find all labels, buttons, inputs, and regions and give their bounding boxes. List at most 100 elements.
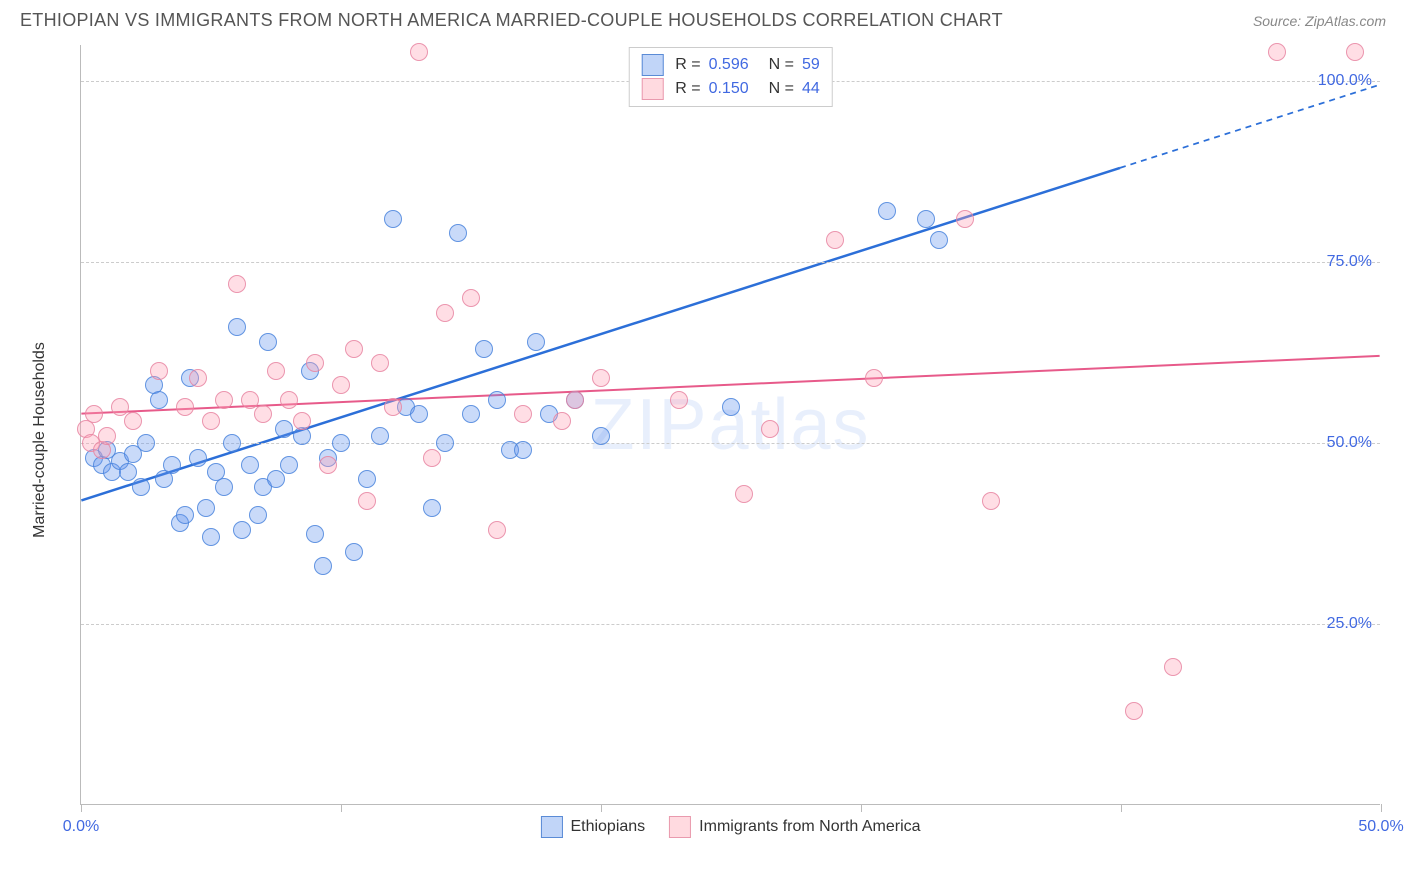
data-point	[371, 354, 389, 372]
n-label: N =	[769, 56, 794, 74]
data-point	[982, 492, 1000, 510]
data-point	[228, 275, 246, 293]
r-label: R =	[675, 80, 700, 98]
data-point	[275, 420, 293, 438]
data-point	[163, 456, 181, 474]
data-point	[189, 369, 207, 387]
data-point	[956, 210, 974, 228]
data-point	[249, 506, 267, 524]
legend-correlation: R = 0.596 N = 59 R = 0.150 N = 44	[628, 47, 833, 107]
data-point	[332, 376, 350, 394]
y-axis-label: Married-couple Households	[31, 342, 49, 538]
data-point	[670, 391, 688, 409]
data-point	[1346, 43, 1364, 61]
ytick-label: 100.0%	[1318, 72, 1372, 90]
xtick	[861, 804, 862, 812]
data-point	[150, 362, 168, 380]
data-point	[566, 391, 584, 409]
data-point	[176, 398, 194, 416]
n-value-pink: 44	[802, 80, 820, 98]
data-point	[1125, 702, 1143, 720]
legend-row-ethiopians: R = 0.596 N = 59	[641, 54, 820, 76]
data-point	[314, 557, 332, 575]
data-point	[514, 441, 532, 459]
data-point	[436, 434, 454, 452]
data-point	[267, 470, 285, 488]
data-point	[85, 405, 103, 423]
data-point	[449, 224, 467, 242]
xtick	[601, 804, 602, 812]
chart-container: Married-couple Households ZIPatlas R = 0…	[50, 45, 1390, 835]
gridline	[81, 262, 1380, 263]
legend-label-immigrants: Immigrants from North America	[699, 818, 920, 836]
watermark: ZIPatlas	[590, 384, 870, 466]
data-point	[384, 398, 402, 416]
data-point	[241, 456, 259, 474]
swatch-blue-icon	[540, 816, 562, 838]
data-point	[280, 391, 298, 409]
legend-row-immigrants: R = 0.150 N = 44	[641, 78, 820, 100]
r-label: R =	[675, 56, 700, 74]
data-point	[150, 391, 168, 409]
r-value-pink: 0.150	[709, 80, 749, 98]
xtick	[1381, 804, 1382, 812]
data-point	[202, 528, 220, 546]
data-point	[241, 391, 259, 409]
data-point	[306, 354, 324, 372]
swatch-pink-icon	[641, 78, 663, 100]
data-point	[475, 340, 493, 358]
data-point	[358, 470, 376, 488]
data-point	[259, 333, 277, 351]
ytick-label: 50.0%	[1327, 434, 1372, 452]
swatch-blue-icon	[641, 54, 663, 76]
plot-area: ZIPatlas R = 0.596 N = 59 R = 0.150 N = …	[80, 45, 1380, 805]
data-point	[202, 412, 220, 430]
xtick-label: 50.0%	[1358, 818, 1403, 836]
data-point	[878, 202, 896, 220]
data-point	[215, 478, 233, 496]
xtick-label: 0.0%	[63, 818, 99, 836]
legend-item-immigrants: Immigrants from North America	[669, 816, 920, 838]
data-point	[488, 521, 506, 539]
data-point	[761, 420, 779, 438]
data-point	[189, 449, 207, 467]
data-point	[410, 405, 428, 423]
swatch-pink-icon	[669, 816, 691, 838]
data-point	[423, 499, 441, 517]
n-label: N =	[769, 80, 794, 98]
gridline	[81, 443, 1380, 444]
data-point	[930, 231, 948, 249]
data-point	[514, 405, 532, 423]
data-point	[254, 405, 272, 423]
data-point	[280, 456, 298, 474]
data-point	[371, 427, 389, 445]
data-point	[488, 391, 506, 409]
data-point	[228, 318, 246, 336]
data-point	[384, 210, 402, 228]
data-point	[865, 369, 883, 387]
ytick-label: 25.0%	[1327, 615, 1372, 633]
xtick	[81, 804, 82, 812]
data-point	[722, 398, 740, 416]
gridline	[81, 624, 1380, 625]
data-point	[293, 412, 311, 430]
data-point	[111, 398, 129, 416]
data-point	[358, 492, 376, 510]
n-value-blue: 59	[802, 56, 820, 74]
data-point	[137, 434, 155, 452]
data-point	[176, 506, 194, 524]
data-point	[267, 362, 285, 380]
data-point	[462, 405, 480, 423]
legend-series: Ethiopians Immigrants from North America	[540, 816, 920, 838]
data-point	[592, 427, 610, 445]
data-point	[319, 456, 337, 474]
data-point	[345, 543, 363, 561]
data-point	[345, 340, 363, 358]
data-point	[132, 478, 150, 496]
ytick-label: 75.0%	[1327, 253, 1372, 271]
data-point	[410, 43, 428, 61]
xtick	[341, 804, 342, 812]
legend-item-ethiopians: Ethiopians	[540, 816, 645, 838]
data-point	[553, 412, 571, 430]
data-point	[332, 434, 350, 452]
